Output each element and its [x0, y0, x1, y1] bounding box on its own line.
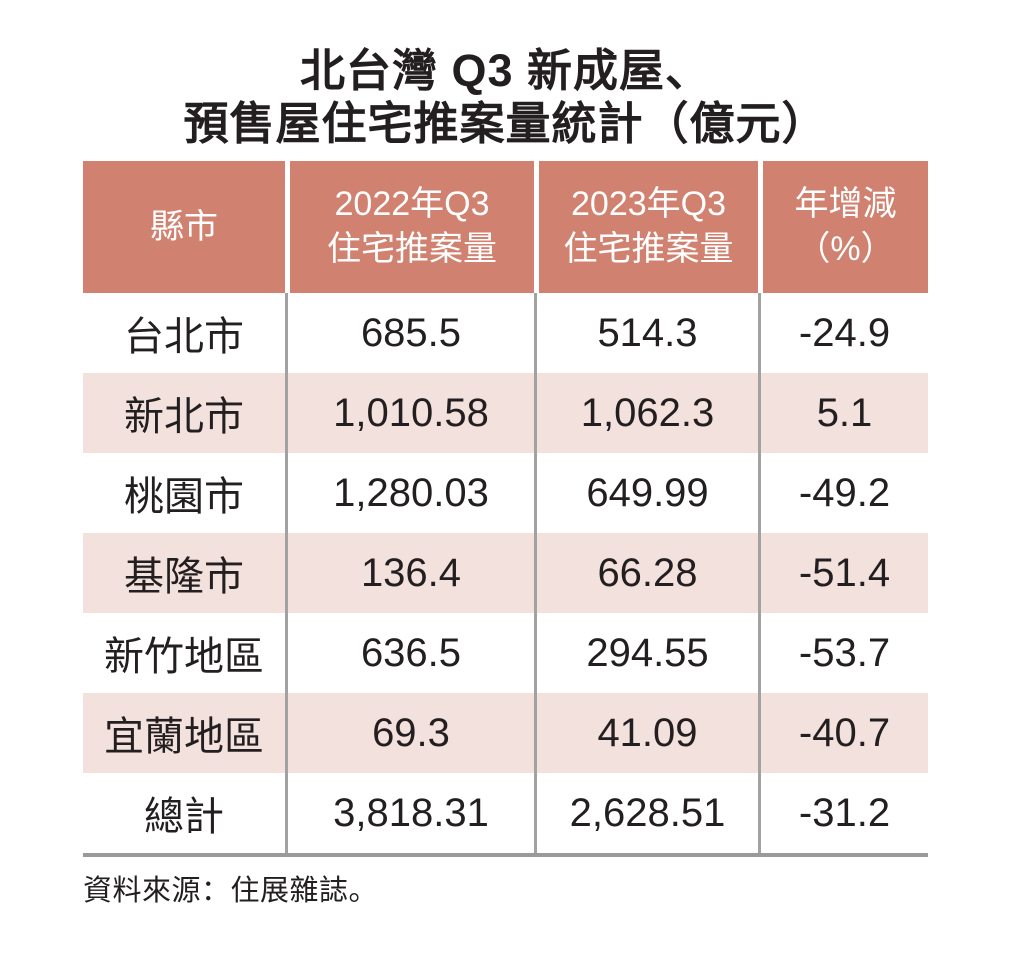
cell-city: 台北市: [83, 293, 285, 374]
title-line-1: 北台灣 Q3 新成屋、: [299, 45, 712, 96]
cell-yoy: -40.7: [758, 693, 928, 774]
table-row: 桃園市 1,280.03 649.99 -49.2: [83, 453, 928, 534]
cell-city: 宜蘭地區: [83, 693, 285, 774]
data-table: 縣市 2022年Q3 住宅推案量 2023年Q3 住宅推案量 年增減: [83, 161, 928, 909]
table-bottom-rule: [83, 853, 928, 858]
cell-yoy: -49.2: [758, 453, 928, 534]
cell-2023: 2,628.51: [534, 773, 758, 854]
cell-city: 總計: [83, 773, 285, 854]
cell-2022: 69.3: [285, 693, 534, 774]
cell-2023: 649.99: [534, 453, 758, 534]
cell-yoy: -31.2: [758, 773, 928, 854]
table-row: 基隆市 136.4 66.28 -51.4: [83, 533, 928, 614]
table-row-total: 總計 3,818.31 2,628.51 -31.2: [83, 773, 928, 854]
cell-city: 新北市: [83, 373, 285, 454]
header-cell-county: 縣市: [83, 161, 285, 294]
cell-2022: 1,010.58: [285, 373, 534, 454]
cell-2023: 1,062.3: [534, 373, 758, 454]
cell-2023: 514.3: [534, 293, 758, 374]
header-county-line1: 縣市: [150, 207, 218, 246]
cell-2022: 636.5: [285, 613, 534, 694]
table-row: 台北市 685.5 514.3 -24.9: [83, 293, 928, 374]
source-note: 資料來源：住展雜誌。: [83, 875, 379, 908]
table-header-row: 縣市 2022年Q3 住宅推案量 2023年Q3 住宅推案量 年增減: [83, 161, 928, 294]
cell-yoy: -51.4: [758, 533, 928, 614]
header-2022-line2: 住宅推案量: [327, 230, 497, 269]
cell-city: 新竹地區: [83, 613, 285, 694]
page-title: 北台灣 Q3 新成屋、 預售屋住宅推案量統計（億元）: [83, 44, 928, 150]
header-cell-2022: 2022年Q3 住宅推案量: [285, 161, 534, 294]
table-row: 新竹地區 636.5 294.55 -53.7: [83, 613, 928, 694]
header-yoy-line2: （%）: [796, 230, 895, 269]
cell-city: 桃園市: [83, 453, 285, 534]
cell-2023: 294.55: [534, 613, 758, 694]
cell-2022: 1,280.03: [285, 453, 534, 534]
table-row: 新北市 1,010.58 1,062.3 5.1: [83, 373, 928, 454]
title-line-2: 預售屋住宅推案量統計（億元）: [183, 98, 828, 150]
cell-2022: 136.4: [285, 533, 534, 614]
header-cell-yoy: 年增減 （%）: [758, 161, 928, 294]
header-yoy-line1: 年增減: [794, 185, 897, 224]
cell-2023: 41.09: [534, 693, 758, 774]
cell-2023: 66.28: [534, 533, 758, 614]
cell-yoy: -24.9: [758, 293, 928, 374]
cell-2022: 3,818.31: [285, 773, 534, 854]
cell-city: 基隆市: [83, 533, 285, 614]
cell-yoy: -53.7: [758, 613, 928, 694]
header-2023-line2: 住宅推案量: [563, 230, 734, 269]
cell-2022: 685.5: [285, 293, 534, 374]
cell-yoy: 5.1: [758, 373, 928, 454]
table-row: 宜蘭地區 69.3 41.09 -40.7: [83, 693, 928, 774]
header-2022-line1: 2022年Q3: [334, 185, 490, 224]
header-2023-line1: 2023年Q3: [571, 185, 726, 224]
infographic-page: 北台灣 Q3 新成屋、 預售屋住宅推案量統計（億元） 縣市 2022年Q3 住宅…: [83, 44, 928, 909]
header-cell-2023: 2023年Q3 住宅推案量: [534, 161, 758, 294]
